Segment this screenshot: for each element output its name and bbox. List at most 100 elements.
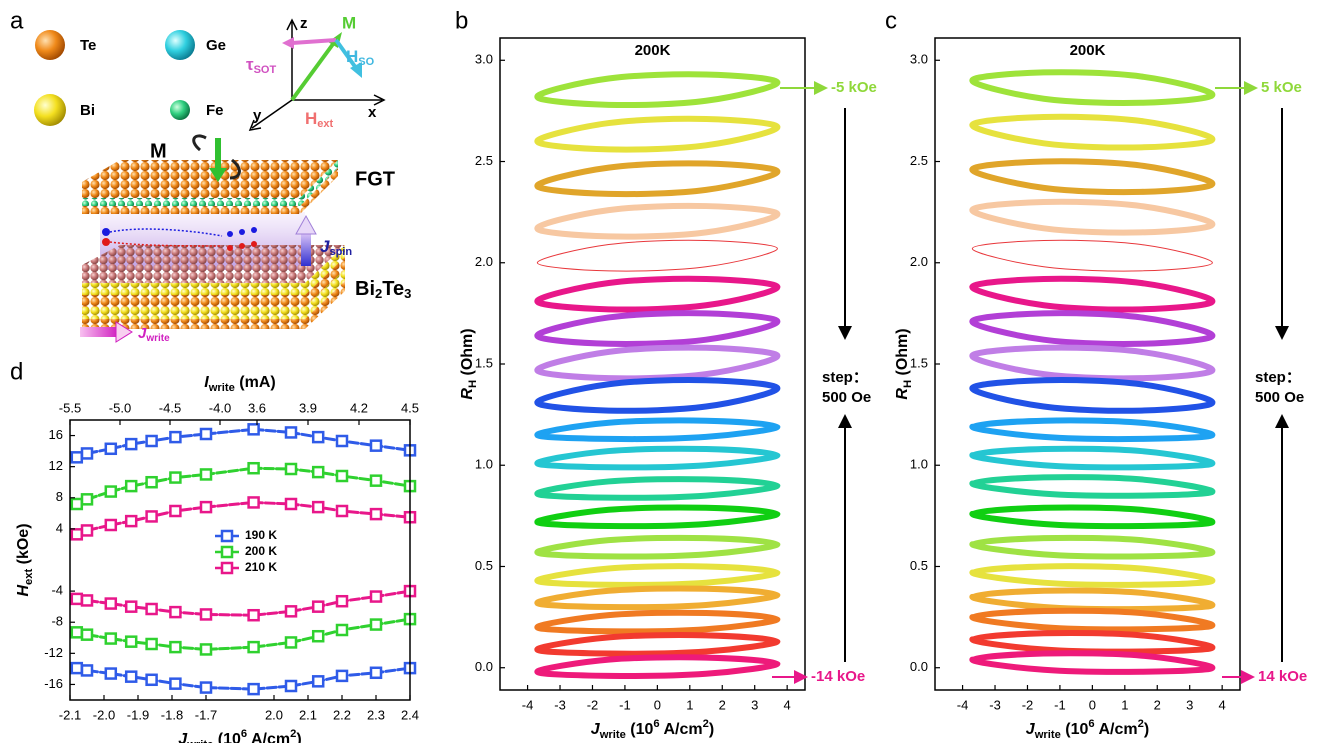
legend-swatch: [220, 529, 234, 543]
label-part: ext: [23, 569, 35, 585]
label-part: 2: [375, 286, 382, 301]
x-axis-label: Jwrite (106 A/cm2): [178, 728, 301, 743]
y-tick-label: 1.5: [475, 355, 493, 370]
x-tick-label: -2: [587, 697, 599, 712]
x-tick-label: -4: [522, 697, 534, 712]
atom-icon: [35, 30, 65, 60]
marker: [169, 471, 182, 484]
label-part: J: [591, 721, 601, 738]
label-part: A/cm: [247, 731, 290, 743]
label-part: Bi: [355, 278, 375, 300]
label-part: I: [204, 374, 209, 391]
series-line: [534, 377, 781, 414]
marker: [169, 605, 182, 619]
marker: [284, 426, 298, 439]
label-part: 6: [653, 718, 659, 730]
series-line: [534, 202, 781, 240]
series-line: [534, 275, 781, 313]
label-part: (10: [1061, 721, 1089, 738]
series-line: [534, 504, 781, 530]
x-tick-label: 2: [719, 697, 726, 712]
marker: [124, 600, 138, 613]
series-line: [969, 344, 1216, 382]
jwrite-label: Jwrite: [138, 325, 170, 344]
m-label: M: [150, 140, 167, 162]
marker: [80, 664, 94, 677]
marker: [199, 643, 213, 656]
series-line: [969, 69, 1216, 106]
panel-label: a: [10, 7, 24, 34]
x2-tick-label: -5.0: [109, 400, 131, 415]
legend-swatch: [220, 545, 234, 559]
label-part: (Ohm): [459, 328, 476, 380]
label-part: (10: [626, 721, 654, 738]
legend-label: 190 K: [245, 528, 277, 542]
label-part: ext: [317, 118, 333, 130]
marker: [70, 451, 84, 464]
series-line: [969, 417, 1216, 443]
y-tick-label: -4: [51, 583, 63, 598]
plot-frame: [69, 419, 411, 701]
annotation: -5 kOe: [831, 79, 877, 96]
label-part: H: [902, 380, 914, 388]
label-part: (Ohm): [894, 328, 911, 380]
series-line: [969, 445, 1216, 471]
arrow-head: [814, 81, 828, 95]
series-line: [534, 417, 781, 443]
marker: [247, 682, 260, 696]
series-line: [534, 160, 781, 198]
marker: [124, 635, 138, 648]
y-tick-label: 0.0: [475, 659, 493, 674]
series-line: [969, 275, 1216, 313]
series-line: [969, 607, 1216, 633]
marker: [124, 437, 138, 451]
legend-label: Ge: [206, 37, 226, 54]
arrow-head: [838, 326, 852, 340]
marker: [335, 434, 349, 448]
label-part: 3: [404, 286, 411, 301]
annotation: 500 Oe: [822, 389, 871, 406]
label-part: SO: [358, 56, 374, 68]
marker: [369, 590, 383, 603]
series-line: [534, 609, 781, 635]
layer-label: Bi2Te3: [355, 278, 411, 301]
y-tick-label: -16: [44, 676, 63, 691]
series-line: [534, 654, 781, 679]
label-part: 6: [241, 728, 247, 740]
x-tick-label: 4: [784, 697, 791, 712]
te-layer: [82, 257, 345, 307]
label-part: A/cm: [660, 721, 703, 738]
y-tick-label: 0.0: [910, 659, 928, 674]
panel-a: a Te Ge Bi Fe z x y M τSOT HSO Hext: [10, 7, 411, 343]
arrow-head: [209, 168, 227, 182]
marker: [169, 430, 182, 444]
arrow-head: [1241, 670, 1255, 684]
label-part: ): [296, 731, 301, 743]
x-tick-label: 2.3: [367, 707, 385, 722]
label-part: write: [1034, 729, 1061, 741]
series-line: [969, 474, 1216, 499]
y-tick-label: 12: [49, 458, 63, 473]
marker: [335, 469, 349, 483]
te-layer: [82, 168, 338, 214]
marker: [70, 528, 84, 541]
series-line: [969, 113, 1216, 151]
label-part: R: [459, 388, 476, 400]
label-part: (mA): [235, 374, 276, 391]
y-tick-label: 8: [56, 489, 63, 504]
marker: [369, 474, 383, 487]
arrow-head: [1244, 81, 1258, 95]
x2-tick-label: -4.0: [209, 400, 231, 415]
y-tick-label: 2.0: [910, 254, 928, 269]
hext-label: Hext: [305, 109, 334, 129]
y-tick-label: 0.5: [475, 558, 493, 573]
marker: [335, 669, 349, 683]
marker: [104, 632, 118, 645]
annotation: 500 Oe: [1255, 389, 1304, 406]
label-part: 2: [1138, 718, 1144, 730]
arrow-head: [115, 321, 133, 343]
jspin-label: Jspin: [320, 237, 352, 257]
marker: [80, 594, 94, 607]
marker: [145, 637, 158, 651]
arrow-head: [838, 414, 852, 428]
